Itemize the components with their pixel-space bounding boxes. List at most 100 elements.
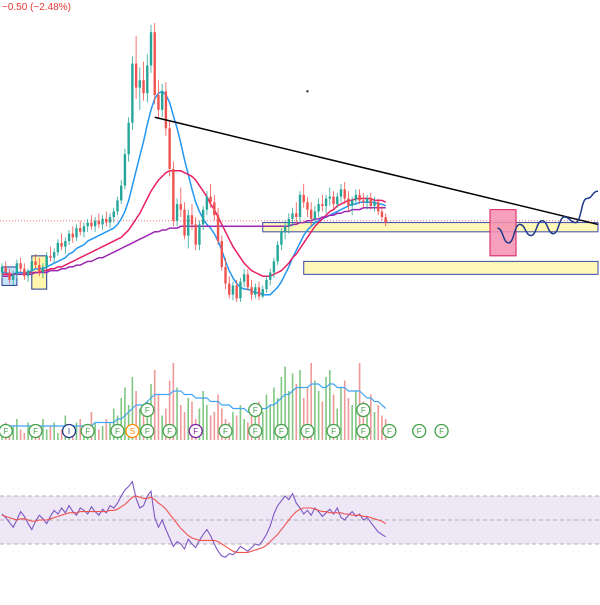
volume-bar	[165, 408, 167, 440]
event-marker: F	[218, 423, 233, 439]
candle	[194, 217, 197, 251]
volume-bar	[351, 405, 353, 440]
volume-bar	[302, 398, 305, 440]
candle-body	[142, 80, 145, 94]
candle	[276, 241, 279, 266]
candle-body	[377, 202, 380, 212]
candle	[261, 285, 264, 299]
event-marker-circle	[326, 423, 341, 439]
candle-body	[157, 95, 160, 110]
candle-body	[52, 252, 56, 258]
volume-bar	[206, 405, 208, 440]
candle	[64, 237, 67, 254]
volume-bar	[27, 422, 29, 440]
candle-body	[239, 281, 242, 299]
candle	[75, 224, 78, 242]
candle	[38, 257, 41, 277]
candle-body	[97, 220, 101, 225]
volume-bar	[19, 429, 22, 440]
candle-body	[168, 128, 171, 169]
volume-bar	[176, 387, 178, 440]
volume-bar	[276, 398, 279, 440]
volume-bar	[60, 429, 63, 440]
candle	[209, 183, 212, 208]
candle	[108, 213, 112, 229]
candle-body	[112, 211, 115, 218]
candle	[131, 56, 134, 131]
volume-bar	[168, 380, 171, 440]
dot-marker	[306, 90, 309, 93]
support-zone-1	[303, 260, 599, 275]
candle-body	[362, 200, 365, 203]
volume-bar	[139, 408, 141, 440]
candle	[183, 202, 186, 240]
candle	[246, 268, 250, 291]
volume-bar	[57, 433, 59, 440]
candle	[254, 283, 257, 299]
volume-bar	[284, 366, 286, 440]
event-marker: F	[110, 423, 125, 439]
candle	[231, 281, 235, 301]
candle	[105, 211, 108, 227]
candle-body	[354, 194, 358, 201]
candle	[93, 217, 97, 232]
event-marker-letter: F	[193, 427, 198, 436]
candle	[309, 202, 313, 227]
candle	[0, 263, 4, 279]
candle	[86, 218, 89, 232]
event-marker-letter: S	[130, 427, 135, 436]
candle-body	[19, 263, 22, 269]
candle	[216, 207, 220, 245]
candle	[347, 191, 350, 212]
candle	[19, 257, 22, 273]
candle-body	[11, 274, 15, 280]
volume-bar	[265, 394, 268, 440]
candle	[34, 254, 37, 269]
event-marker-letter: F	[417, 427, 422, 436]
event-marker-letter: F	[167, 427, 172, 436]
trendline	[154, 116, 599, 226]
volume-bar	[291, 373, 294, 440]
candle	[97, 213, 101, 229]
event-marker-letter: F	[33, 427, 38, 436]
candle-body	[209, 196, 212, 203]
candle	[228, 276, 231, 299]
volume-bar	[299, 370, 301, 440]
candle	[336, 193, 339, 208]
candle	[295, 202, 298, 225]
event-marker: F	[412, 423, 427, 439]
event-marker: F	[326, 423, 341, 439]
candle-body	[295, 213, 298, 218]
candle	[201, 205, 205, 230]
candle	[321, 194, 324, 212]
candle-body	[336, 196, 339, 205]
volume-bar	[362, 401, 365, 440]
volume-bar	[306, 387, 309, 440]
candle	[272, 257, 276, 279]
candle	[242, 268, 246, 288]
candle-body	[138, 80, 142, 88]
candle-body	[242, 274, 246, 282]
candle	[4, 261, 7, 277]
volume-bar	[332, 394, 335, 440]
volume-bar	[273, 387, 275, 440]
candle-body	[324, 198, 328, 206]
candle	[220, 235, 223, 271]
candle	[45, 252, 48, 269]
event-marker-circle	[140, 402, 155, 418]
candle-body	[38, 265, 41, 273]
volume-bar	[157, 394, 160, 440]
candle-body	[298, 194, 302, 218]
candle-body	[272, 261, 276, 273]
candle-body	[34, 261, 37, 266]
event-marker-letter: F	[3, 427, 8, 436]
candle	[23, 263, 26, 280]
candle	[52, 248, 56, 264]
candle	[257, 281, 261, 301]
rsi-series-line-0	[1, 480, 386, 558]
candle-body	[105, 218, 108, 223]
support-zone-0	[262, 222, 599, 233]
candle-body	[350, 200, 354, 206]
